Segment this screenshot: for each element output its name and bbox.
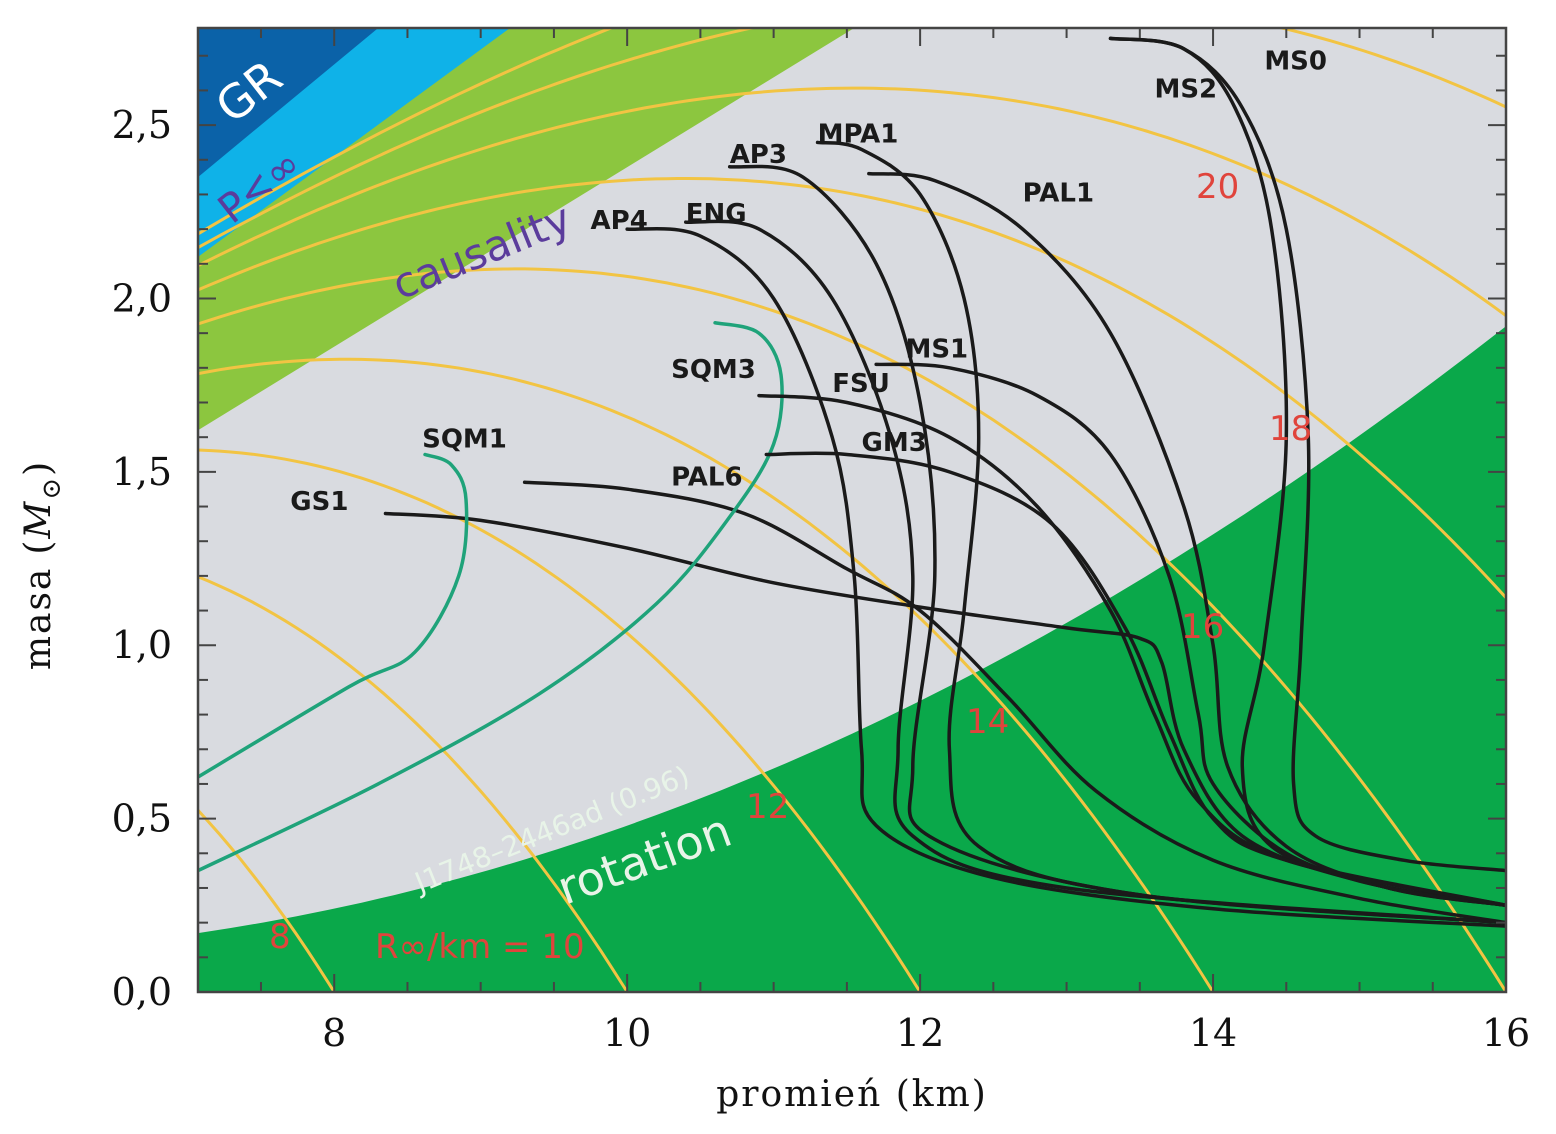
radius-contour-16 bbox=[198, 267, 1506, 992]
radius-contour-18 bbox=[198, 177, 1506, 601]
plot-frame bbox=[196, 26, 1508, 994]
curve-label-ms2: MS2 bbox=[1154, 74, 1217, 104]
y-tick-label: 1,0 bbox=[112, 623, 172, 667]
y-tick-label: 2,0 bbox=[112, 276, 172, 320]
curve-label-ap3: AP3 bbox=[730, 140, 787, 170]
x-tick-label: 14 bbox=[1189, 1011, 1237, 1055]
y-axis-title-unit: M bbox=[18, 500, 59, 540]
x-tick-label: 12 bbox=[896, 1011, 944, 1055]
curve-label-gs1: GS1 bbox=[290, 487, 348, 517]
radius-contours bbox=[198, 28, 1506, 992]
contour-label-10: R∞/km = 10 bbox=[375, 927, 585, 967]
y-axis-title-base: masa bbox=[18, 567, 59, 671]
x-tick-label: 16 bbox=[1482, 1011, 1530, 1055]
x-tick-label: 8 bbox=[322, 1011, 346, 1055]
y-tick-label: 1,5 bbox=[112, 450, 172, 494]
curve-label-fsu: FSU bbox=[832, 369, 890, 399]
contour-label-18: 18 bbox=[1269, 409, 1312, 449]
y-tick-label: 0,5 bbox=[112, 797, 172, 841]
contour-label-16: 16 bbox=[1181, 607, 1224, 647]
radius-contour-20 bbox=[198, 86, 1506, 318]
curve-gs1 bbox=[383, 511, 1506, 908]
contour-label-12: 12 bbox=[746, 787, 789, 827]
curve-ms0 bbox=[1108, 36, 1506, 873]
contour-label-8: 8 bbox=[269, 917, 291, 957]
radius-contour-10 bbox=[198, 575, 629, 992]
x-axis: 8 10 12 14 16 bbox=[259, 28, 1530, 1055]
contour-label-20: 20 bbox=[1196, 167, 1239, 207]
curve-eng bbox=[684, 219, 1506, 925]
constraint-regions bbox=[198, 28, 1506, 992]
x-axis-title: promień (km) bbox=[716, 1074, 988, 1115]
svg-text:masa(M⊙): masa(M⊙) bbox=[18, 460, 67, 670]
y-axis: 0,0 0,5 1,0 1,5 2,0 2,5 bbox=[112, 54, 1506, 1014]
y-tick-label: 0,0 bbox=[112, 970, 172, 1014]
curve-label-pal1: PAL1 bbox=[1023, 178, 1094, 208]
radius-contour-14 bbox=[198, 357, 1215, 992]
curve-label-mpa1: MPA1 bbox=[818, 119, 899, 149]
x-tick-label: 10 bbox=[603, 1011, 651, 1055]
contour-label-14: 14 bbox=[966, 702, 1009, 742]
contour-labels: 8 R∞/km = 10 12 14 16 18 20 bbox=[269, 167, 1312, 967]
curve-label-sqm3: SQM3 bbox=[671, 355, 756, 385]
curve-gm3 bbox=[764, 451, 1506, 908]
curve-sqm3 bbox=[198, 320, 784, 873]
radius-contour-8 bbox=[198, 809, 336, 992]
eos-curves bbox=[198, 36, 1506, 928]
curve-ap4 bbox=[625, 226, 1506, 928]
curve-label-eng: ENG bbox=[686, 199, 747, 229]
curve-labels: GS1 PAL6 SQM1 SQM3 AP4 ENG AP3 MPA1 PAL1 MS2 MS0 MS… bbox=[290, 47, 1327, 517]
curve-sqm1 bbox=[198, 452, 469, 779]
curve-pal6 bbox=[522, 480, 1506, 925]
y-axis-title: masa(M⊙) bbox=[18, 460, 67, 670]
curve-label-ap4: AP4 bbox=[591, 206, 648, 236]
curve-label-ms0: MS0 bbox=[1264, 47, 1327, 77]
region-gr bbox=[198, 28, 379, 178]
plot-border bbox=[196, 26, 1508, 994]
curve-label-gm3: GM3 bbox=[862, 428, 927, 458]
y-tick-label: 2,5 bbox=[112, 103, 172, 147]
curve-label-pal6: PAL6 bbox=[671, 463, 742, 493]
radius-contour-12 bbox=[198, 448, 922, 992]
radius-contour-22 bbox=[198, 28, 1506, 249]
region-rotation bbox=[198, 326, 1506, 992]
curve-label-ms1: MS1 bbox=[905, 334, 968, 364]
radius-contour-24 bbox=[198, 28, 616, 236]
curve-label-sqm1: SQM1 bbox=[422, 425, 507, 455]
curve-mpa1 bbox=[815, 140, 1506, 925]
